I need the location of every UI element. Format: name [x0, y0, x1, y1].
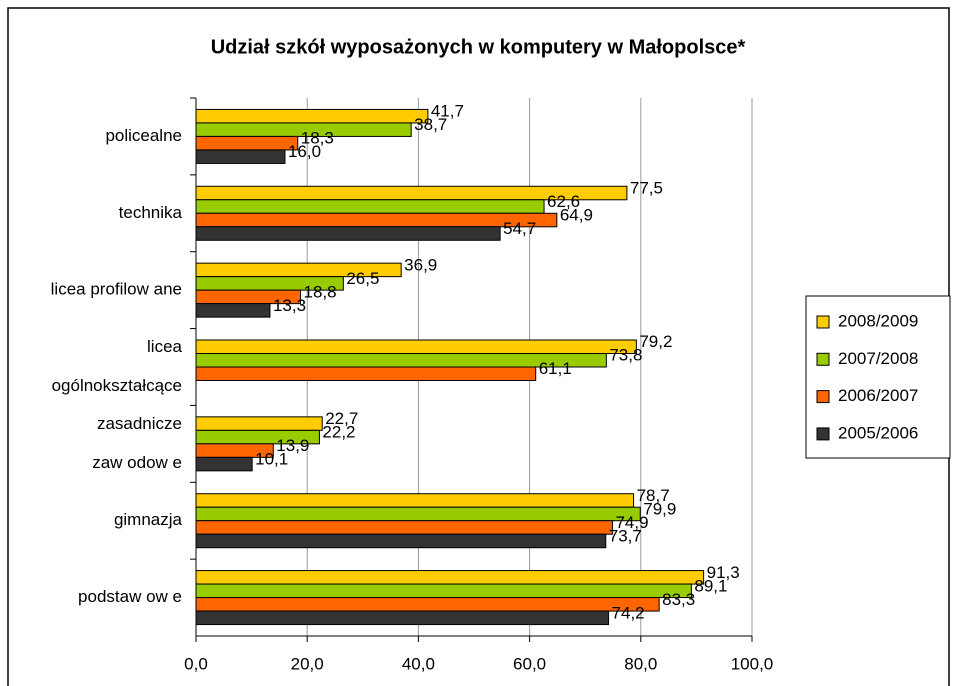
data-label: 62,6	[547, 192, 580, 211]
data-label: 79,9	[643, 499, 676, 518]
bar	[195, 610, 610, 626]
data-label: 73,7	[609, 526, 642, 545]
data-label: 18,3	[301, 129, 334, 148]
bar	[195, 199, 545, 214]
legend-label: 2005/2006	[838, 423, 918, 442]
data-label: 64,9	[560, 206, 593, 225]
bar	[195, 108, 429, 124]
bar	[195, 520, 613, 535]
data-label: 13,3	[273, 296, 306, 315]
bar	[195, 533, 607, 549]
x-tick-label: 0,0	[184, 654, 208, 673]
y-tick-label: gimnazja	[114, 510, 183, 529]
data-label: 74,2	[612, 603, 645, 622]
data-label: 22,2	[322, 423, 355, 442]
legend-swatch	[816, 352, 830, 366]
bar	[195, 583, 692, 599]
data-label: 73,8	[609, 346, 642, 365]
legend-box	[805, 295, 951, 459]
y-tick-label: technika	[119, 203, 183, 222]
x-tick-label: 60,0	[513, 654, 546, 673]
data-label: 54,7	[503, 219, 536, 238]
data-label: 74,9	[615, 513, 648, 532]
y-tick-label: ogólnokształcące	[52, 376, 182, 395]
bar	[195, 570, 705, 585]
y-tick-label: policealne	[105, 126, 182, 145]
data-label: 16,0	[288, 142, 321, 161]
bar	[195, 135, 299, 151]
legend-swatch	[816, 427, 830, 441]
data-label: 26,5	[346, 269, 379, 288]
y-tick-label: licea profilow ane	[51, 280, 182, 299]
legend-swatch	[816, 390, 830, 404]
data-label: 83,3	[662, 590, 695, 609]
bar	[195, 506, 641, 522]
chart-title: Udział szkół wyposażonych w komputery w …	[211, 36, 746, 58]
y-tick-label: zaw odow e	[92, 453, 182, 472]
bar	[195, 149, 286, 164]
x-tick-label: 40,0	[402, 654, 435, 673]
data-label: 41,7	[431, 102, 464, 121]
legend-label: 2006/2007	[838, 386, 918, 405]
bar	[195, 597, 660, 612]
data-label: 78,7	[637, 486, 670, 505]
legend-label: 2007/2008	[838, 349, 918, 368]
data-label: 10,1	[255, 450, 288, 469]
data-label: 77,5	[630, 179, 663, 198]
bar	[195, 366, 537, 381]
legend-swatch	[816, 315, 830, 329]
legend-label: 2008/2009	[838, 311, 918, 330]
data-label: 13,9	[276, 436, 309, 455]
y-tick-label: licea	[147, 337, 183, 356]
bar	[195, 456, 253, 472]
data-label: 61,1	[539, 359, 572, 378]
bar	[195, 416, 323, 431]
data-label: 36,9	[404, 255, 437, 274]
y-tick-label: podstaw ow e	[78, 587, 182, 606]
data-label: 22,7	[325, 409, 358, 428]
data-label: 38,7	[414, 115, 447, 134]
y-tick-label: zasadnicze	[97, 414, 182, 433]
bar	[195, 226, 501, 241]
x-tick-label: 20,0	[291, 654, 324, 673]
x-tick-label: 100,0	[731, 654, 774, 673]
data-label: 91,3	[707, 563, 740, 582]
x-tick-label: 80,0	[624, 654, 657, 673]
bar	[195, 339, 637, 354]
bar	[195, 493, 635, 508]
bar	[195, 303, 271, 318]
data-label: 18,8	[304, 282, 337, 301]
data-label: 79,2	[639, 332, 672, 351]
data-label: 89,1	[694, 576, 727, 595]
bar	[195, 122, 412, 137]
